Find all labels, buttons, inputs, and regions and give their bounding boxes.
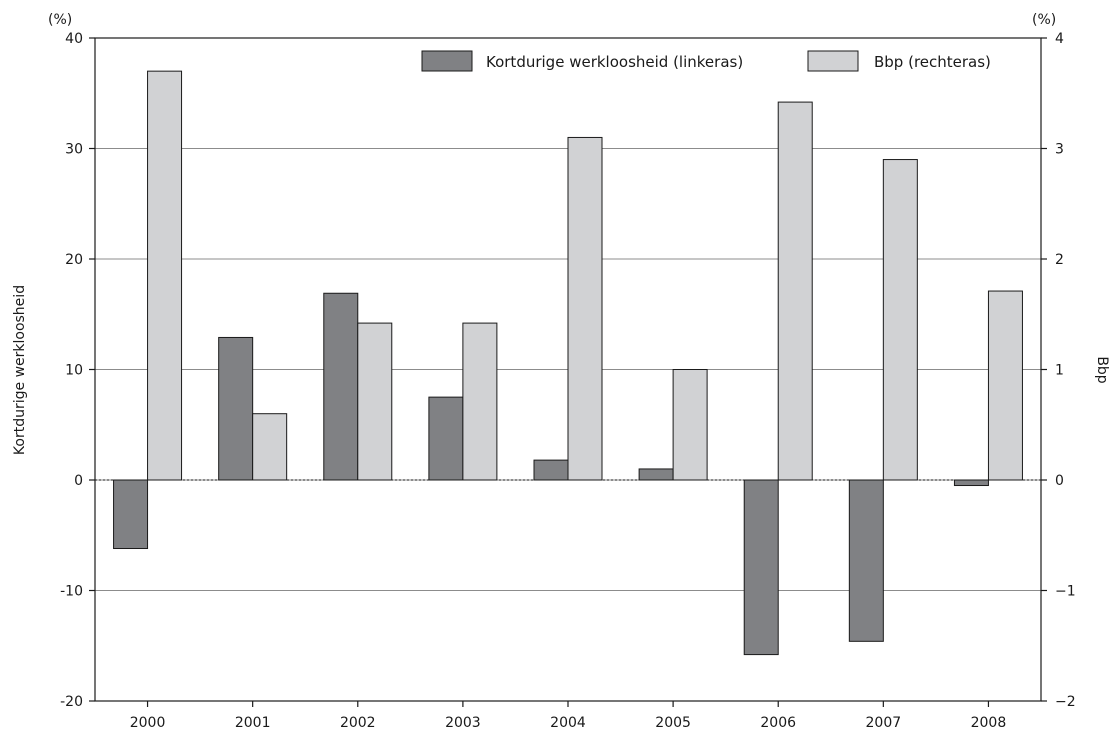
bar-bbp [147, 70, 183, 481]
left-tick-label: 40 [65, 31, 83, 47]
left-tick-label: -10 [60, 584, 83, 600]
left-tick-label: 0 [74, 473, 83, 489]
bar-bbp [882, 159, 918, 481]
axes [89, 37, 1047, 707]
bar-kortdurige-werkloosheid [743, 479, 779, 656]
left-tick-label: 30 [65, 142, 83, 158]
left-axis-title: Kortdurige werkloosheid [12, 285, 28, 455]
bar-kortdurige-werkloosheid [113, 479, 149, 550]
bar-kortdurige-werkloosheid [533, 459, 569, 481]
bar-bbp [987, 290, 1023, 481]
right-axis-title: Bbp [1094, 356, 1110, 383]
legend-swatch-right [807, 50, 859, 72]
x-tick-label: 2007 [866, 715, 902, 731]
bar-kortdurige-werkloosheid [428, 396, 464, 481]
x-tick-label: 2005 [655, 715, 691, 731]
x-tick-label: 2003 [445, 715, 481, 731]
right-tick-label: 3 [1055, 142, 1064, 158]
bar-bbp [252, 413, 288, 481]
left-tick-label: -20 [60, 694, 83, 710]
tick-labels: -20 -10 0 10 20 30 40 −2 −1 0 1 2 3 4 2000 2001 2002 2003… [60, 31, 1076, 731]
left-tick-label: 20 [65, 252, 83, 268]
legend-label-left: Kortdurige werkloosheid (linkeras) [486, 53, 743, 71]
legend-label-right: Bbp (rechteras) [874, 53, 991, 71]
bar-kortdurige-werkloosheid [323, 292, 359, 481]
x-tick-label: 2002 [340, 715, 376, 731]
bar-bbp [567, 136, 603, 481]
right-tick-label: 2 [1055, 252, 1064, 268]
x-tick-label: 2000 [130, 715, 166, 731]
x-tick-label: 2006 [760, 715, 796, 731]
right-axis-unit: (%) [1032, 12, 1056, 28]
legend: Kortdurige werkloosheid (linkeras) Bbp (… [421, 50, 991, 72]
right-tick-label: −2 [1055, 694, 1076, 710]
bar-kortdurige-werkloosheid [638, 468, 674, 481]
bars [113, 70, 1023, 656]
right-tick-label: 1 [1055, 363, 1064, 379]
bar-bbp [462, 322, 498, 481]
right-tick-label: 0 [1055, 473, 1064, 489]
right-tick-label: 4 [1055, 31, 1064, 47]
bar-bbp [357, 322, 393, 481]
x-tick-label: 2004 [550, 715, 586, 731]
right-tick-label: −1 [1055, 584, 1076, 600]
left-axis-unit: (%) [48, 12, 72, 28]
bar-bbp [672, 369, 708, 481]
bar-kortdurige-werkloosheid [848, 479, 884, 642]
left-tick-label: 10 [65, 363, 83, 379]
bar-kortdurige-werkloosheid [218, 336, 254, 481]
legend-swatch-left [421, 50, 473, 72]
x-tick-label: 2001 [235, 715, 271, 731]
bar-bbp [777, 101, 813, 481]
x-tick-label: 2008 [971, 715, 1007, 731]
bar-kortdurige-werkloosheid [953, 479, 989, 487]
